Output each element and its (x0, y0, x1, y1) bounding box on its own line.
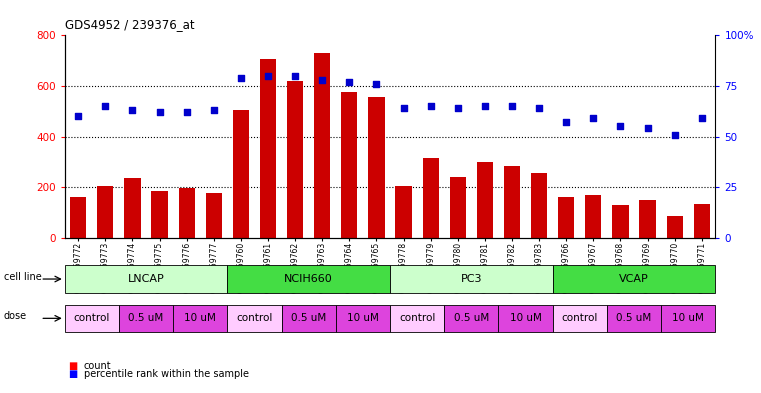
Point (560, 119, 572, 125)
Point (452, 105, 464, 111)
Bar (228, 305, 282, 332)
Text: ■: ■ (68, 361, 78, 371)
Point (614, 123, 626, 130)
Bar (585, 195, 601, 238)
Bar (368, 97, 384, 238)
Text: NCIH660: NCIH660 (285, 274, 333, 284)
Bar (476, 162, 493, 238)
Bar (552, 305, 607, 332)
Point (262, 73, 274, 79)
Bar (504, 166, 521, 238)
Text: LNCAP: LNCAP (128, 274, 164, 284)
Text: percentile rank within the sample: percentile rank within the sample (84, 369, 249, 379)
Point (289, 73, 301, 79)
Bar (639, 200, 656, 238)
Text: 10 uM: 10 uM (347, 313, 379, 323)
Point (154, 109, 166, 116)
Bar (97, 186, 113, 238)
Bar (667, 215, 683, 238)
Point (506, 103, 518, 109)
Bar (336, 305, 390, 332)
Bar (70, 197, 86, 238)
Bar (694, 204, 710, 238)
Bar (205, 193, 222, 238)
Point (425, 103, 437, 109)
Bar (179, 188, 195, 238)
Text: count: count (84, 361, 111, 371)
Point (316, 77, 328, 83)
Point (208, 107, 220, 114)
Bar (314, 53, 330, 238)
Bar (390, 265, 552, 293)
Point (371, 81, 383, 87)
Bar (558, 197, 575, 238)
Point (126, 107, 139, 114)
Bar (119, 305, 174, 332)
Bar (444, 305, 498, 332)
Bar (341, 92, 358, 238)
Text: 0.5 uM: 0.5 uM (616, 313, 651, 323)
Bar (124, 178, 141, 238)
Bar (287, 81, 303, 238)
Bar (260, 59, 276, 238)
Bar (607, 305, 661, 332)
Bar (498, 305, 552, 332)
Text: control: control (562, 313, 598, 323)
Point (72, 113, 84, 119)
Text: VCAP: VCAP (619, 274, 649, 284)
Point (235, 75, 247, 81)
Point (696, 115, 708, 121)
Point (587, 115, 600, 121)
Bar (65, 265, 228, 293)
Point (397, 105, 409, 111)
Text: control: control (236, 313, 272, 323)
Bar (233, 110, 249, 238)
Text: 0.5 uM: 0.5 uM (129, 313, 164, 323)
Text: PC3: PC3 (460, 274, 482, 284)
Bar (228, 265, 390, 293)
Text: 10 uM: 10 uM (672, 313, 704, 323)
Bar (450, 177, 466, 238)
Text: cell line: cell line (4, 272, 42, 282)
Text: ■: ■ (68, 369, 78, 379)
Point (343, 79, 355, 85)
Text: GDS4952 / 239376_at: GDS4952 / 239376_at (65, 18, 194, 31)
Bar (552, 265, 715, 293)
Point (99, 103, 111, 109)
Text: 10 uM: 10 uM (184, 313, 216, 323)
Bar (390, 305, 444, 332)
Text: 0.5 uM: 0.5 uM (454, 313, 489, 323)
Point (642, 125, 654, 132)
Bar (65, 305, 119, 332)
Bar (613, 205, 629, 238)
Text: control: control (399, 313, 435, 323)
Text: dose: dose (4, 311, 27, 321)
Point (180, 109, 193, 116)
Bar (531, 173, 547, 238)
Bar (282, 305, 336, 332)
Bar (151, 191, 167, 238)
Text: control: control (74, 313, 110, 323)
Bar (396, 186, 412, 238)
Point (479, 103, 491, 109)
Text: 10 uM: 10 uM (510, 313, 542, 323)
Point (533, 105, 545, 111)
Text: 0.5 uM: 0.5 uM (291, 313, 326, 323)
Point (669, 131, 681, 138)
Bar (174, 305, 228, 332)
Bar (422, 158, 439, 238)
Bar (661, 305, 715, 332)
